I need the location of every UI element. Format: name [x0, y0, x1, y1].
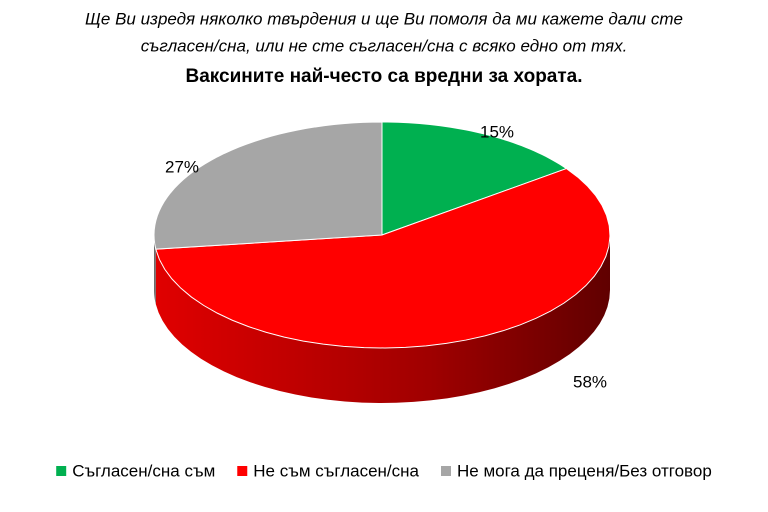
- slice: [381, 121, 568, 236]
- subtitle-line: Ще Ви изредя няколко твърдения и ще Ви п…: [85, 9, 683, 28]
- legend-swatch: [237, 466, 248, 476]
- legend-item: Не мога да преценя/Без отговор: [441, 461, 712, 480]
- slice-side: [154, 235, 156, 305]
- slice: [155, 168, 611, 349]
- pie: 15% 58% 27%: [153, 121, 611, 403]
- legend-item: Не съм съгласен/сна: [237, 461, 420, 480]
- chart-title: Ваксините най-често са вредни за хората.: [185, 66, 582, 87]
- slice: [153, 121, 383, 250]
- subtitle-line: съгласен/сна, или не сте съгласен/сна с …: [141, 36, 628, 55]
- slice-side: [155, 235, 610, 403]
- legend-swatch: [441, 466, 451, 476]
- legend-label: Не съм съгласен/сна: [253, 461, 419, 480]
- data-label: 15%: [480, 122, 514, 141]
- legend-swatch: [56, 466, 67, 476]
- data-label: 58%: [573, 372, 607, 391]
- legend-item: Съгласен/сна съм: [56, 461, 215, 480]
- legend-label: Съгласен/сна съм: [72, 461, 215, 480]
- legend-label: Не мога да преценя/Без отговор: [457, 461, 712, 480]
- data-label: 27%: [165, 157, 199, 176]
- legend: Съгласен/сна съм Не съм съгласен/сна Не мо…: [56, 461, 712, 480]
